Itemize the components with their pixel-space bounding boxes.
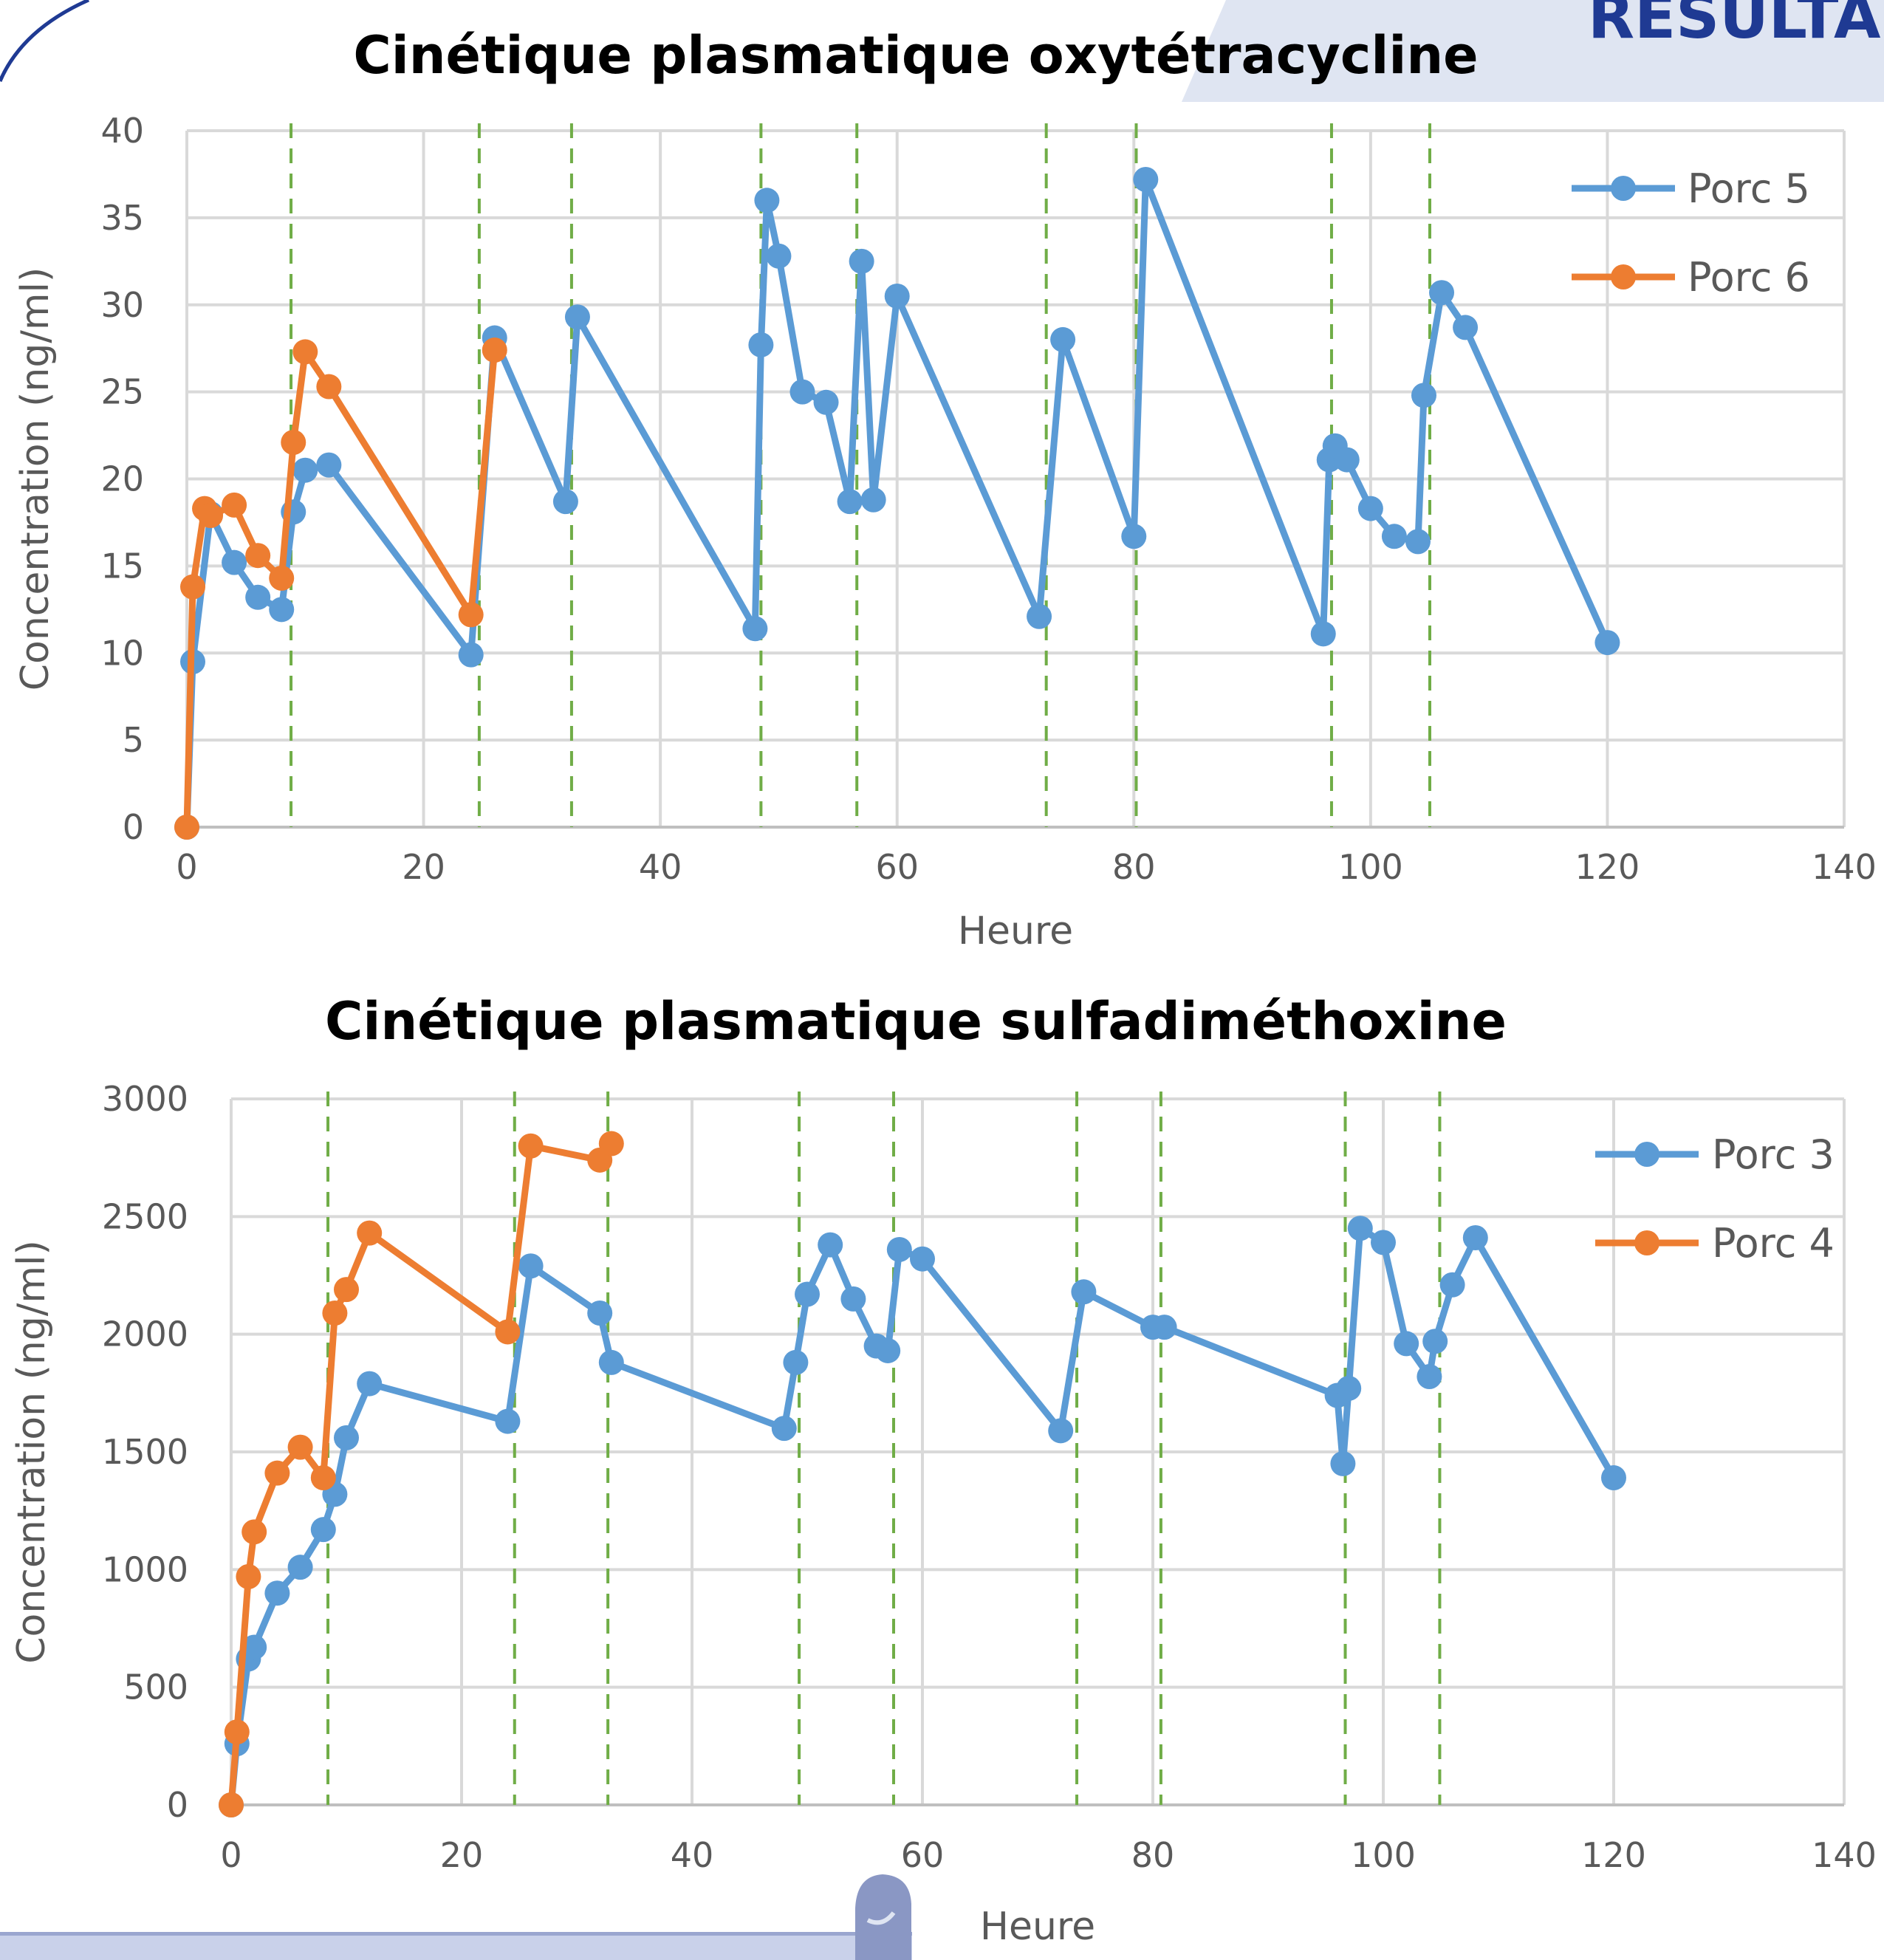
y-tick-label: 2500	[102, 1196, 188, 1236]
y-tick-label: 1500	[102, 1432, 188, 1472]
y-axis-title: Concentration (ng/ml)	[10, 1240, 54, 1664]
data-point	[783, 1350, 808, 1375]
data-point	[1071, 1279, 1096, 1304]
x-tick-label: 100	[1351, 1835, 1416, 1875]
legend-label: Porc 4	[1712, 1220, 1835, 1267]
data-point	[518, 1253, 544, 1278]
data-point	[1348, 1216, 1373, 1241]
data-point	[357, 1221, 382, 1246]
x-tick-label: 0	[220, 1835, 242, 1875]
data-point	[1440, 1272, 1465, 1298]
data-point	[1330, 1451, 1355, 1476]
y-tick-label: 0	[167, 1785, 188, 1825]
data-point	[518, 1134, 544, 1159]
data-point	[264, 1580, 290, 1606]
data-point	[1463, 1225, 1488, 1250]
data-point	[1371, 1230, 1396, 1255]
data-point	[236, 1564, 261, 1589]
data-point	[219, 1792, 244, 1817]
x-tick-label: 140	[1812, 1835, 1877, 1875]
y-tick-label: 500	[123, 1668, 188, 1707]
data-point	[599, 1131, 624, 1157]
data-point	[875, 1338, 900, 1363]
data-point	[311, 1517, 336, 1542]
y-tick-label: 1000	[102, 1549, 188, 1589]
data-point	[1601, 1465, 1626, 1490]
data-point	[1152, 1315, 1177, 1340]
data-point	[495, 1409, 520, 1434]
data-point	[322, 1301, 347, 1326]
data-point	[1394, 1331, 1419, 1356]
data-point	[887, 1237, 912, 1262]
x-tick-label: 60	[901, 1835, 945, 1875]
data-point	[334, 1277, 359, 1302]
legend-label: Porc 3	[1712, 1131, 1835, 1178]
data-point	[288, 1435, 313, 1460]
data-point	[264, 1461, 290, 1486]
x-tick-label: 40	[671, 1835, 714, 1875]
data-point	[311, 1465, 336, 1490]
data-point	[334, 1425, 359, 1450]
data-point	[910, 1247, 935, 1272]
legend-marker	[1634, 1142, 1659, 1167]
data-point	[599, 1350, 624, 1375]
data-point	[357, 1371, 382, 1397]
data-point	[1422, 1329, 1448, 1354]
x-tick-label: 80	[1131, 1835, 1175, 1875]
y-tick-label: 2000	[102, 1315, 188, 1354]
x-tick-label: 20	[440, 1835, 484, 1875]
data-point	[795, 1281, 820, 1306]
data-point	[1417, 1364, 1442, 1389]
x-tick-label: 120	[1581, 1835, 1646, 1875]
data-point	[587, 1301, 612, 1326]
data-point	[242, 1519, 267, 1544]
data-point	[288, 1555, 313, 1580]
data-point	[818, 1233, 843, 1258]
data-point	[772, 1416, 797, 1441]
data-point	[1336, 1376, 1361, 1401]
x-axis-title: Heure	[980, 1905, 1095, 1949]
legend-marker	[1634, 1230, 1659, 1255]
data-point	[1048, 1418, 1073, 1443]
y-tick-label: 3000	[102, 1079, 188, 1119]
data-point	[495, 1319, 520, 1344]
data-point	[225, 1719, 250, 1744]
data-point	[840, 1286, 866, 1312]
